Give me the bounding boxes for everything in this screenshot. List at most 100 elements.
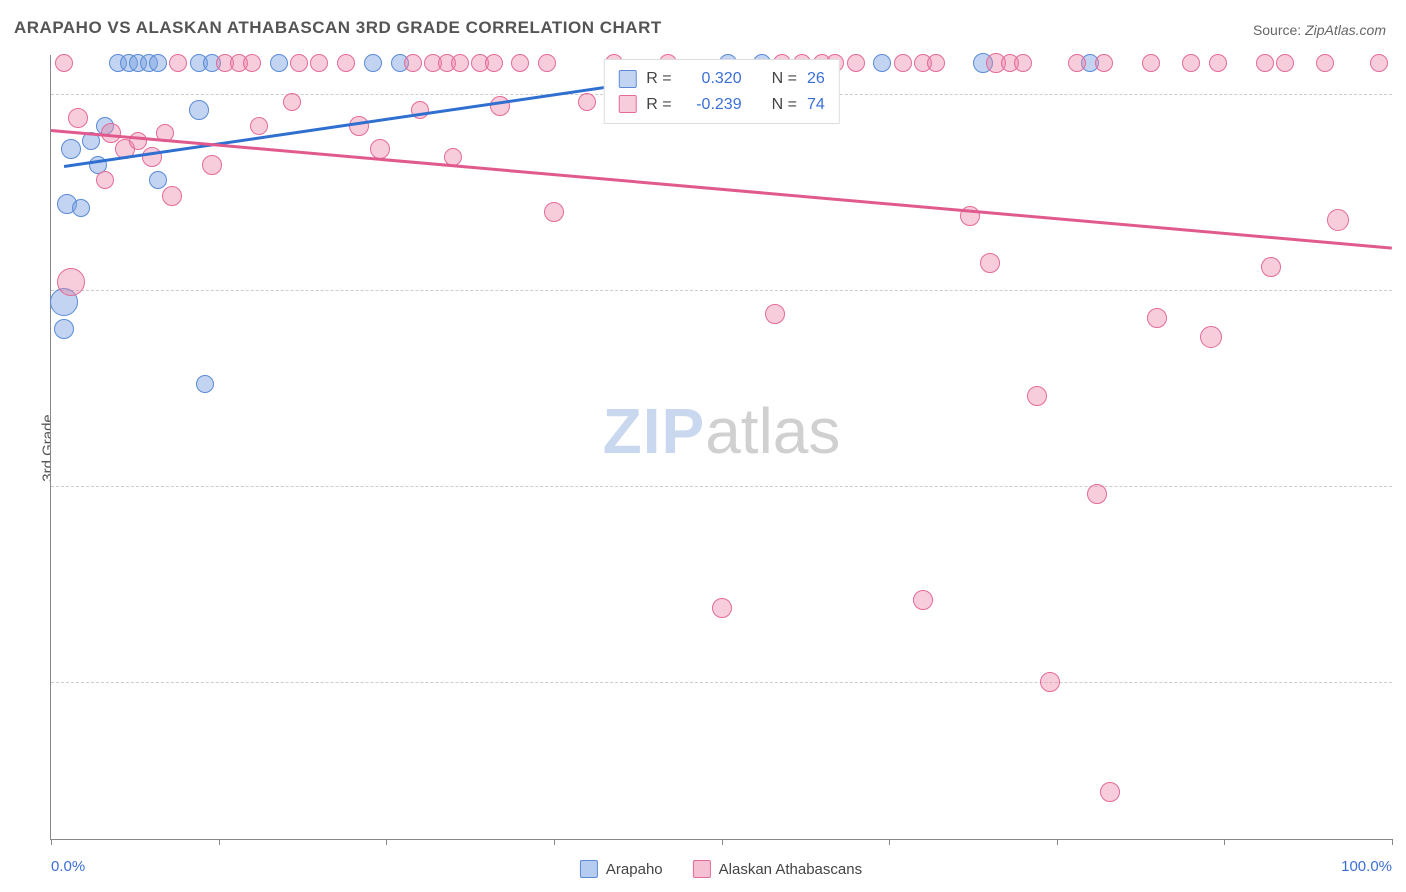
data-point	[169, 54, 187, 72]
legend-item: Alaskan Athabascans	[693, 860, 862, 878]
watermark-atlas: atlas	[705, 395, 840, 467]
data-point	[1014, 54, 1032, 72]
data-point	[364, 54, 382, 72]
data-point	[712, 598, 732, 618]
data-point	[1100, 782, 1120, 802]
data-point	[250, 117, 268, 135]
data-point	[283, 93, 301, 111]
data-point	[1040, 672, 1060, 692]
data-point	[270, 54, 288, 72]
data-point	[72, 199, 90, 217]
stats-r-label: R =	[646, 66, 671, 92]
stats-n-value: 74	[807, 92, 825, 118]
data-point	[1200, 326, 1222, 348]
stats-row: R = -0.239 N = 74	[618, 92, 824, 118]
stats-n-label: N =	[772, 92, 797, 118]
data-point	[337, 54, 355, 72]
x-tick	[1392, 839, 1393, 845]
trend-line	[51, 129, 1392, 249]
x-tick	[1224, 839, 1225, 845]
data-point	[1095, 54, 1113, 72]
legend-swatch	[693, 860, 711, 878]
data-point	[149, 54, 167, 72]
data-point	[538, 54, 556, 72]
legend-item: Arapaho	[580, 860, 663, 878]
gridline-h	[51, 682, 1392, 683]
stats-r-value: 0.320	[682, 66, 742, 92]
plot-area-wrap: 3rd Grade ZIPatlas R =0.320N =26R =-0.23…	[50, 55, 1392, 840]
stats-row: R = 0.320 N = 26	[618, 66, 824, 92]
data-point	[129, 132, 147, 150]
data-point	[290, 54, 308, 72]
x-tick	[51, 839, 52, 845]
data-point	[96, 171, 114, 189]
data-point	[1316, 54, 1334, 72]
data-point	[913, 590, 933, 610]
data-point	[1209, 54, 1227, 72]
data-point	[1087, 484, 1107, 504]
source-label: Source:	[1253, 22, 1301, 38]
data-point	[370, 139, 390, 159]
x-tick-label: 0.0%	[51, 858, 85, 875]
source-attr: Source: ZipAtlas.com	[1253, 22, 1386, 38]
data-point	[243, 54, 261, 72]
data-point	[61, 139, 81, 159]
x-tick	[219, 839, 220, 845]
data-point	[451, 54, 469, 72]
data-point	[1142, 54, 1160, 72]
data-point	[55, 54, 73, 72]
data-point	[57, 268, 85, 296]
chart-container: ARAPAHO VS ALASKAN ATHABASCAN 3RD GRADE …	[0, 0, 1406, 892]
stats-n-label: N =	[772, 66, 797, 92]
stats-n-value: 26	[807, 66, 825, 92]
data-point	[1327, 209, 1349, 231]
data-point	[349, 116, 369, 136]
data-point	[404, 54, 422, 72]
data-point	[1261, 257, 1281, 277]
x-tick	[1057, 839, 1058, 845]
data-point	[202, 155, 222, 175]
data-point	[544, 202, 564, 222]
plot-area: ZIPatlas R =0.320N =26R =-0.239N =74 92.…	[50, 55, 1392, 840]
data-point	[1370, 54, 1388, 72]
data-point	[927, 54, 945, 72]
data-point	[1068, 54, 1086, 72]
data-point	[765, 304, 785, 324]
legend-label: Arapaho	[606, 861, 663, 878]
data-point	[1027, 386, 1047, 406]
gridline-h	[51, 486, 1392, 487]
stats-swatch	[618, 70, 636, 88]
data-point	[578, 93, 596, 111]
data-point	[68, 108, 88, 128]
data-point	[1147, 308, 1167, 328]
data-point	[873, 54, 891, 72]
chart-title: ARAPAHO VS ALASKAN ATHABASCAN 3RD GRADE …	[14, 18, 662, 38]
stats-box: R = 0.320 N = 26 R = -0.239 N = 74	[603, 59, 839, 124]
stats-r-value: -0.239	[682, 92, 742, 118]
data-point	[485, 54, 503, 72]
legend-label: Alaskan Athabascans	[719, 861, 862, 878]
x-tick-label: 100.0%	[1341, 858, 1392, 875]
data-point	[189, 100, 209, 120]
data-point	[490, 96, 510, 116]
data-point	[310, 54, 328, 72]
data-point	[847, 54, 865, 72]
data-point	[980, 253, 1000, 273]
watermark: ZIPatlas	[603, 394, 841, 468]
x-tick	[386, 839, 387, 845]
x-tick	[554, 839, 555, 845]
gridline-h	[51, 290, 1392, 291]
source-value: ZipAtlas.com	[1305, 22, 1386, 38]
data-point	[54, 319, 74, 339]
stats-r-label: R =	[646, 92, 671, 118]
stats-swatch	[618, 95, 636, 113]
data-point	[511, 54, 529, 72]
data-point	[894, 54, 912, 72]
data-point	[196, 375, 214, 393]
data-point	[1182, 54, 1200, 72]
watermark-zip: ZIP	[603, 395, 706, 467]
legend: Arapaho Alaskan Athabascans	[580, 860, 862, 878]
data-point	[1276, 54, 1294, 72]
data-point	[142, 147, 162, 167]
x-tick	[722, 839, 723, 845]
